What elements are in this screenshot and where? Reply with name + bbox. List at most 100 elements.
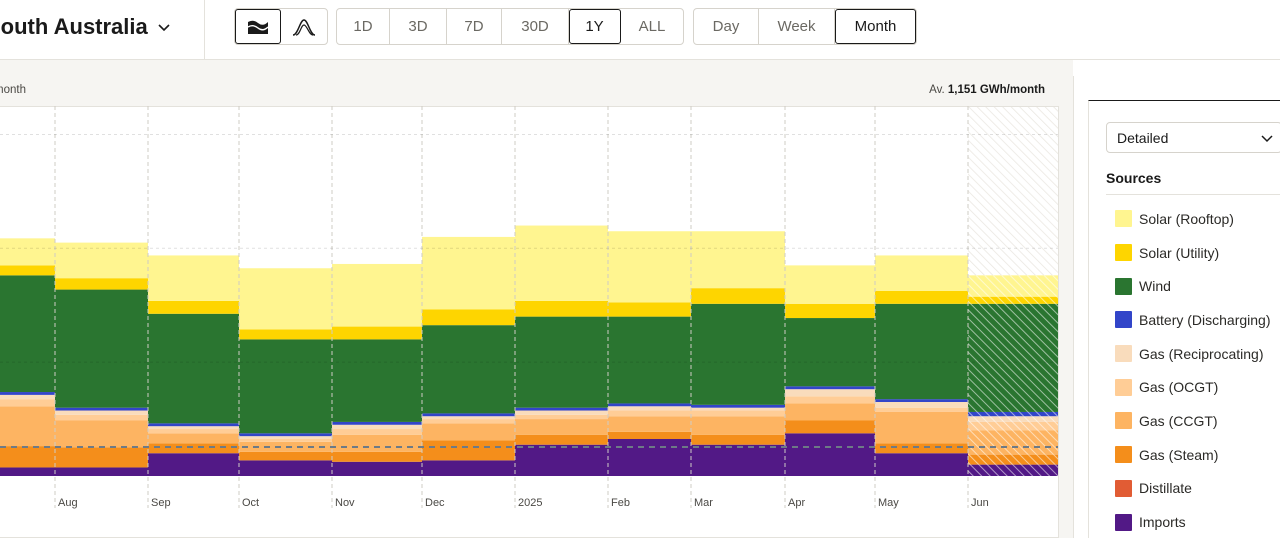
- bar-imports-apr[interactable]: [785, 433, 875, 476]
- bar-imports-dec[interactable]: [422, 460, 515, 476]
- bar-gas-steam-may[interactable]: [875, 443, 968, 454]
- bar-solar-rooftop-aug[interactable]: [55, 242, 148, 279]
- legend-item[interactable]: Imports: [1115, 505, 1271, 539]
- bar-wind-apr[interactable]: [785, 318, 875, 387]
- bar-gas-steam-dec[interactable]: [422, 440, 515, 461]
- bar-solar-utility-jul[interactable]: [0, 265, 55, 276]
- bar-solar-utility-dec[interactable]: [422, 309, 515, 326]
- bar-wind-aug[interactable]: [55, 289, 148, 408]
- bar-gas-reciprocating-mar[interactable]: [691, 407, 785, 411]
- bar-battery-discharging-may[interactable]: [875, 399, 968, 402]
- bar-gas-ocgt-sep[interactable]: [148, 429, 239, 434]
- bar-solar-rooftop-apr[interactable]: [785, 265, 875, 304]
- bar-solar-utility-2025[interactable]: [515, 300, 608, 317]
- bar-wind-may[interactable]: [875, 303, 968, 400]
- range-1d-button[interactable]: 1D: [337, 9, 390, 44]
- bar-gas-reciprocating-may[interactable]: [875, 402, 968, 408]
- bar-solar-rooftop-oct[interactable]: [239, 268, 332, 330]
- bar-battery-discharging-jul[interactable]: [0, 392, 55, 395]
- bar-gas-steam-feb[interactable]: [608, 431, 691, 439]
- bar-gas-ocgt-jul[interactable]: [0, 399, 55, 407]
- bar-gas-ocgt-2025[interactable]: [515, 414, 608, 420]
- bar-battery-discharging-dec[interactable]: [422, 413, 515, 417]
- bar-gas-ccgt-sep[interactable]: [148, 433, 239, 444]
- bar-gas-ccgt-apr[interactable]: [785, 403, 875, 421]
- bar-wind-mar[interactable]: [691, 303, 785, 405]
- legend-item[interactable]: Distillate: [1115, 472, 1271, 506]
- bar-gas-ccgt-mar[interactable]: [691, 416, 785, 435]
- bar-imports-may[interactable]: [875, 453, 968, 476]
- bar-gas-steam-apr[interactable]: [785, 420, 875, 434]
- bar-imports-jul[interactable]: [0, 467, 55, 476]
- bar-gas-ccgt-jul[interactable]: [0, 406, 55, 447]
- bar-gas-reciprocating-sep[interactable]: [148, 426, 239, 430]
- bar-gas-ocgt-mar[interactable]: [691, 410, 785, 417]
- bar-solar-utility-may[interactable]: [875, 291, 968, 304]
- bar-solar-utility-apr[interactable]: [785, 303, 875, 319]
- bar-battery-discharging-nov[interactable]: [332, 421, 422, 425]
- generation-stacked-chart[interactable]: Aug Sep Oct Nov Dec 2025 Feb Mar Apr May Jun: [0, 106, 1059, 538]
- bar-imports-2025[interactable]: [515, 444, 608, 476]
- range-30d-button[interactable]: 30D: [502, 9, 569, 44]
- range-all-button[interactable]: ALL: [638, 18, 666, 35]
- bar-solar-utility-mar[interactable]: [691, 288, 785, 304]
- bar-gas-steam-jul[interactable]: [0, 446, 55, 468]
- bar-gas-reciprocating-2025[interactable]: [515, 410, 608, 415]
- legend-item[interactable]: Gas (OCGT): [1115, 370, 1271, 404]
- bar-gas-steam-oct[interactable]: [239, 451, 332, 461]
- bar-solar-rooftop-feb[interactable]: [608, 231, 691, 303]
- bar-solar-rooftop-jul[interactable]: [0, 238, 55, 266]
- interval-day-button[interactable]: Day: [694, 9, 759, 44]
- bar-wind-oct[interactable]: [239, 339, 332, 434]
- range-3d-button[interactable]: 3D: [390, 9, 447, 44]
- bar-gas-reciprocating-aug[interactable]: [55, 410, 148, 415]
- bar-gas-ocgt-oct[interactable]: [239, 439, 332, 442]
- bar-gas-ccgt-feb[interactable]: [608, 416, 691, 432]
- bar-gas-steam-2025[interactable]: [515, 434, 608, 445]
- bar-gas-reciprocating-feb[interactable]: [608, 406, 691, 411]
- bar-solar-utility-aug[interactable]: [55, 278, 148, 290]
- bar-gas-ocgt-dec[interactable]: [422, 419, 515, 424]
- range-7d-button[interactable]: 7D: [447, 9, 502, 44]
- bar-imports-nov[interactable]: [332, 461, 422, 476]
- interval-week-button[interactable]: Week: [759, 9, 835, 44]
- legend-item[interactable]: Gas (Reciprocating): [1115, 337, 1271, 371]
- bar-solar-utility-sep[interactable]: [148, 300, 239, 314]
- bar-imports-aug[interactable]: [55, 467, 148, 476]
- bar-solar-rooftop-mar[interactable]: [691, 231, 785, 289]
- bar-solar-utility-nov[interactable]: [332, 326, 422, 340]
- bar-battery-discharging-2025[interactable]: [515, 407, 608, 411]
- interval-month-button[interactable]: Month: [835, 9, 916, 44]
- bar-gas-ccgt-nov[interactable]: [332, 434, 422, 452]
- bar-gas-steam-mar[interactable]: [691, 434, 785, 445]
- range-1y-button[interactable]: 1Y: [569, 9, 621, 44]
- bar-solar-rooftop-dec[interactable]: [422, 236, 515, 310]
- bar-gas-reciprocating-jul[interactable]: [0, 394, 55, 400]
- line-view-button[interactable]: [281, 9, 327, 44]
- bar-gas-ccgt-dec[interactable]: [422, 423, 515, 441]
- legend-item[interactable]: Battery (Discharging): [1115, 303, 1271, 337]
- legend-item[interactable]: Solar (Rooftop): [1115, 202, 1271, 236]
- bar-solar-rooftop-2025[interactable]: [515, 225, 608, 301]
- bar-gas-steam-aug[interactable]: [55, 447, 148, 468]
- bar-solar-rooftop-may[interactable]: [875, 255, 968, 291]
- bar-battery-discharging-sep[interactable]: [148, 423, 239, 427]
- bar-wind-nov[interactable]: [332, 339, 422, 422]
- bar-battery-discharging-mar[interactable]: [691, 404, 785, 408]
- bar-gas-reciprocating-apr[interactable]: [785, 389, 875, 397]
- bar-gas-ocgt-may[interactable]: [875, 407, 968, 412]
- legend-item[interactable]: Gas (CCGT): [1115, 404, 1271, 438]
- bar-battery-discharging-apr[interactable]: [785, 386, 875, 390]
- bar-gas-reciprocating-dec[interactable]: [422, 416, 515, 420]
- bar-solar-utility-feb[interactable]: [608, 302, 691, 317]
- bar-imports-oct[interactable]: [239, 460, 332, 476]
- bar-battery-discharging-oct[interactable]: [239, 433, 332, 437]
- bar-wind-jul[interactable]: [0, 275, 55, 393]
- bar-solar-rooftop-sep[interactable]: [148, 255, 239, 301]
- bar-gas-reciprocating-oct[interactable]: [239, 436, 332, 439]
- bar-gas-ccgt-2025[interactable]: [515, 419, 608, 435]
- bar-imports-mar[interactable]: [691, 444, 785, 476]
- bar-gas-reciprocating-nov[interactable]: [332, 424, 422, 430]
- bar-gas-ocgt-aug[interactable]: [55, 414, 148, 421]
- bar-imports-feb[interactable]: [608, 439, 691, 476]
